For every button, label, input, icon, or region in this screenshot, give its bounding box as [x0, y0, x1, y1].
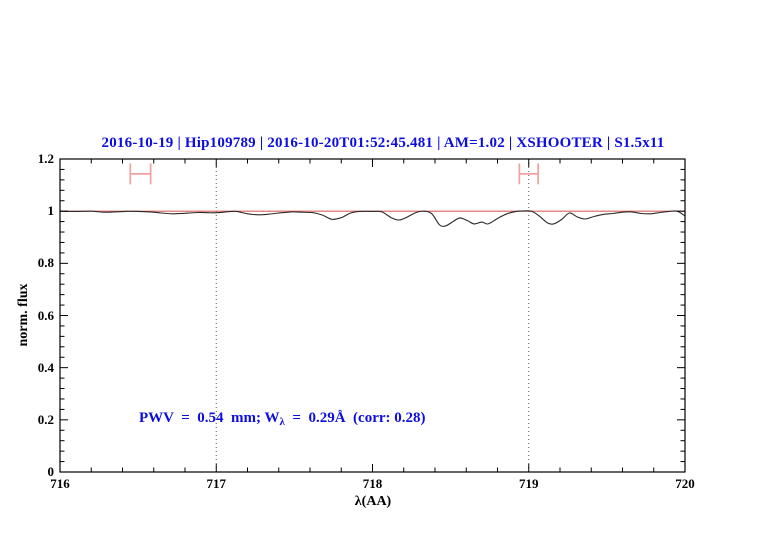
pwv-annotation-suffix: = 0.29Å (corr: 0.28)	[284, 410, 426, 426]
x-tick-label: 716	[50, 476, 70, 491]
lambda-subscript: λ	[279, 416, 285, 428]
y-tick-label: 0.4	[37, 359, 54, 375]
y-tick-label: 0.2	[37, 411, 54, 427]
y-tick-label: 0	[47, 464, 55, 479]
pwv-annotation-prefix: PWV = 0.54 mm; W	[139, 410, 280, 426]
x-tick-label: 720	[675, 476, 695, 491]
y-tick-label: 1.2	[37, 151, 54, 166]
x-tick-label: 718	[362, 476, 383, 491]
x-tick-label: 717	[206, 476, 227, 491]
plot-title: 2016-10-19 | Hip109789 | 2016-10-20T01:5…	[101, 135, 665, 151]
pwv-annotation: PWV = 0.54 mm; Wλ = 0.29Å (corr: 0.28)	[139, 410, 426, 428]
y-tick-label: 0.6	[37, 307, 54, 323]
spectrum-line	[59, 210, 686, 227]
y-tick-label: 1	[47, 203, 55, 219]
x-axis-label: λ(AA)	[354, 494, 392, 509]
y-tick-label: 0.8	[37, 255, 54, 271]
x-tick-label: 719	[519, 476, 539, 491]
